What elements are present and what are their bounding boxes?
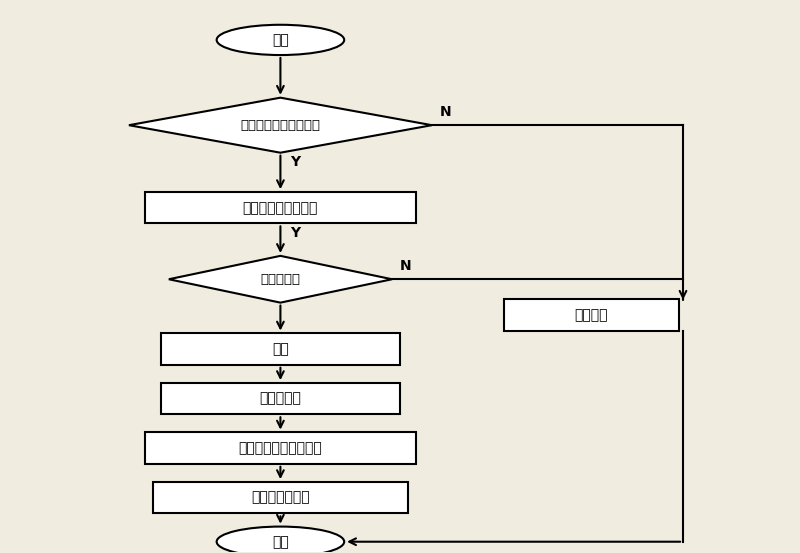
Text: Y: Y [290,226,300,240]
Text: 拍打、对中: 拍打、对中 [261,273,301,286]
Text: 测宽: 测宽 [272,342,289,356]
Text: 取消拍打: 取消拍打 [574,308,608,322]
Bar [161,333,400,365]
Polygon shape [169,256,392,302]
Text: N: N [440,105,451,118]
Text: 比较测量值和来料宽度: 比较测量值和来料宽度 [238,441,322,455]
Bar [153,482,408,513]
Bar [145,432,416,464]
Text: N: N [400,259,412,273]
Bar [504,299,679,331]
Text: 侧导板打开到等待位置: 侧导板打开到等待位置 [241,119,321,132]
Bar [161,383,400,414]
Text: 开始: 开始 [272,33,289,47]
Bar [145,192,416,223]
Text: 侧导板打开: 侧导板打开 [259,392,302,406]
Polygon shape [129,98,432,153]
Text: 拍打、测量完成: 拍打、测量完成 [251,491,310,505]
Text: 结束: 结束 [272,535,289,549]
Text: 板坤停止在拍打范围: 板坤停止在拍打范围 [242,201,318,215]
Text: Y: Y [290,155,300,169]
Ellipse shape [217,25,344,55]
Ellipse shape [217,526,344,553]
